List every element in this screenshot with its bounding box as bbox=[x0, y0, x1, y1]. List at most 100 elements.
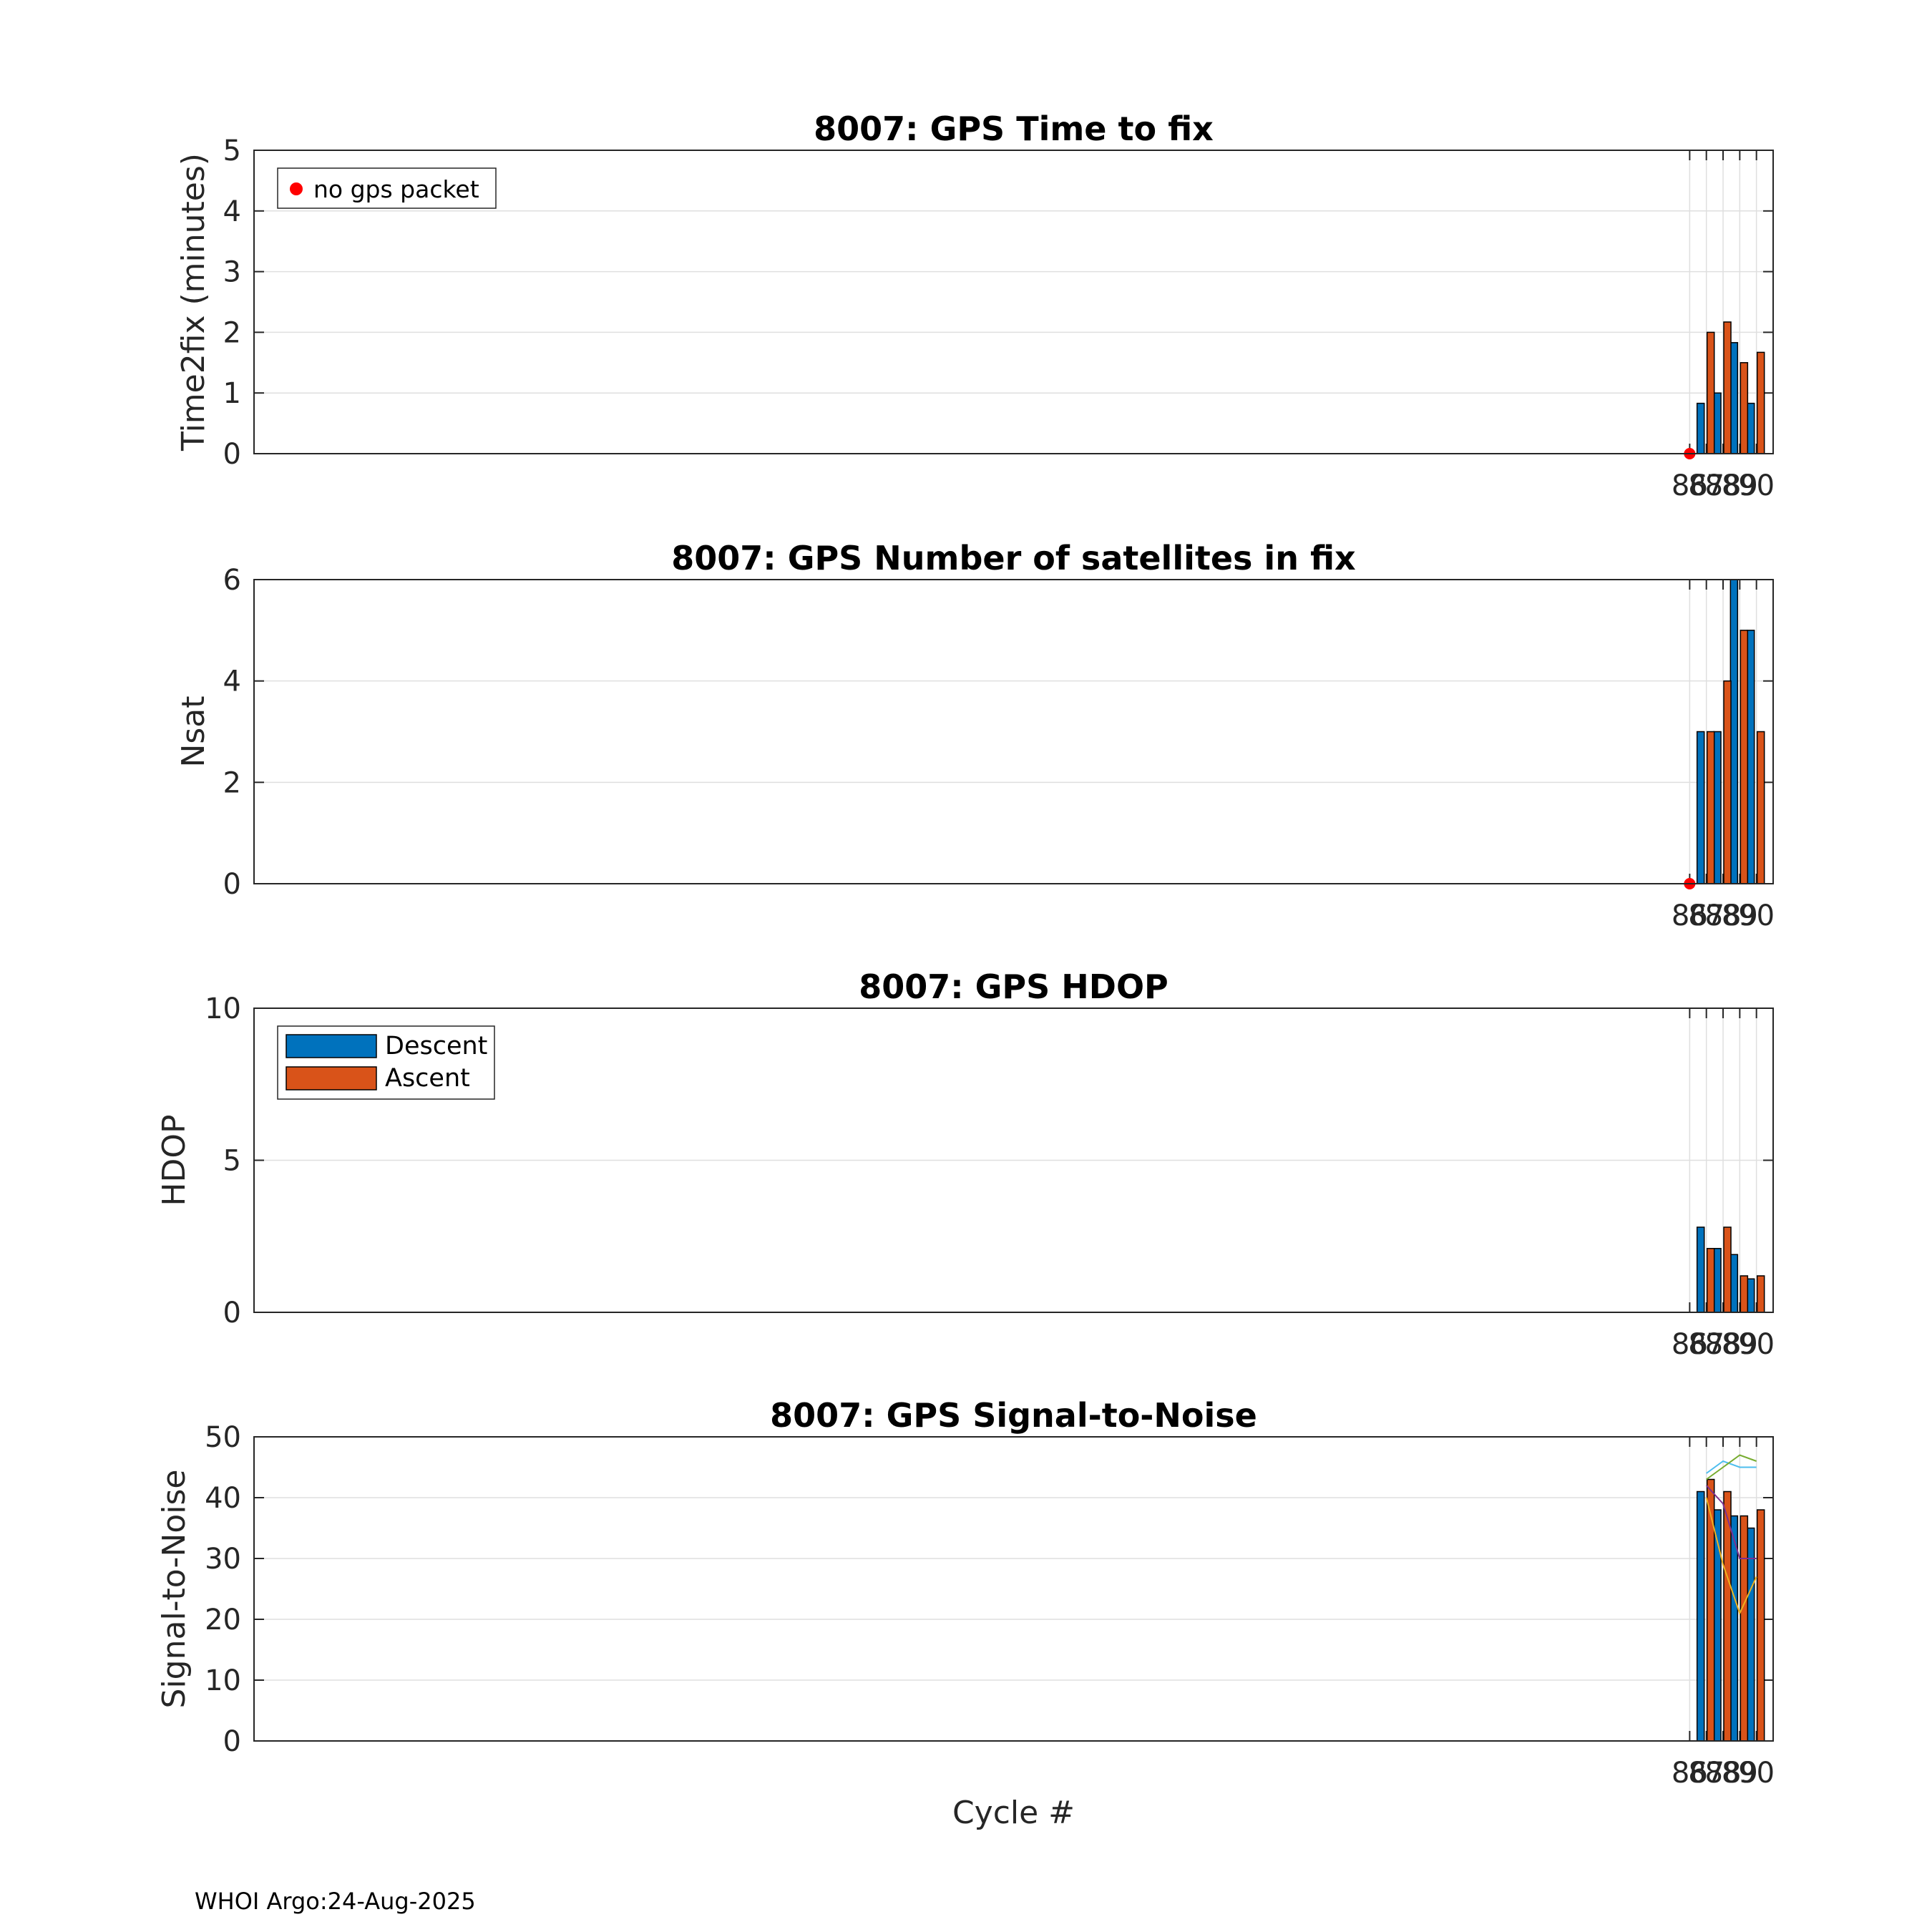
chart-title: 8007: GPS HDOP bbox=[859, 967, 1169, 1006]
bar-descent bbox=[1746, 1527, 1755, 1742]
y-axis-label: HDOP bbox=[156, 1114, 192, 1206]
x-tick-label: 90 bbox=[1738, 1757, 1775, 1790]
y-tick-label: 4 bbox=[223, 195, 241, 228]
bar-ascent bbox=[1706, 731, 1715, 884]
y-tick-label: 5 bbox=[223, 1145, 241, 1178]
legend-patch-ascent bbox=[286, 1066, 377, 1091]
bar-ascent bbox=[1706, 1478, 1715, 1742]
legend-patch-descent bbox=[286, 1034, 377, 1058]
bar-descent bbox=[1713, 392, 1722, 454]
bar-ascent bbox=[1723, 321, 1732, 454]
bar-ascent bbox=[1706, 1248, 1715, 1313]
x-tick-label: 89 bbox=[1722, 899, 1758, 932]
y-tick-label: 40 bbox=[205, 1482, 241, 1515]
bar-ascent bbox=[1756, 1275, 1765, 1313]
bar-descent bbox=[1746, 630, 1755, 884]
bar-descent bbox=[1713, 1248, 1722, 1313]
chart-title: 8007: GPS Number of satellites in fix bbox=[671, 539, 1355, 577]
y-tick-label: 5 bbox=[223, 135, 241, 167]
y-tick-label: 3 bbox=[223, 256, 241, 289]
x-tick-label: 87 bbox=[1688, 1328, 1724, 1361]
snr-line-1 bbox=[1706, 1460, 1757, 1474]
y-tick-label: 10 bbox=[205, 992, 241, 1025]
legend-box bbox=[277, 167, 497, 209]
bar-ascent bbox=[1723, 680, 1732, 884]
bar-ascent bbox=[1740, 362, 1749, 454]
legend-label: no gps packet bbox=[313, 175, 479, 203]
y-tick-label: 50 bbox=[205, 1421, 241, 1454]
bar-ascent bbox=[1756, 351, 1765, 454]
x-tick-label: 89 bbox=[1722, 1328, 1758, 1361]
y-tick-label: 10 bbox=[205, 1664, 241, 1697]
snr-line-2 bbox=[1706, 1454, 1757, 1480]
y-axis-label: Nsat bbox=[175, 696, 212, 767]
chart-title: 8007: GPS Signal-to-Noise bbox=[770, 1396, 1257, 1435]
bar-descent bbox=[1729, 342, 1739, 454]
bar-descent bbox=[1746, 1278, 1755, 1313]
legend: Descent Ascent bbox=[277, 1025, 495, 1100]
legend-marker bbox=[290, 182, 303, 195]
bar-ascent bbox=[1740, 630, 1749, 884]
y-tick-label: 0 bbox=[223, 868, 241, 901]
x-tick-label: 89 bbox=[1722, 469, 1758, 502]
chart-title: 8007: GPS Time to fix bbox=[814, 109, 1214, 148]
y-tick-label: 2 bbox=[223, 316, 241, 349]
x-tick-label: 87 bbox=[1688, 1757, 1724, 1790]
x-tick-label: 89 bbox=[1722, 1757, 1758, 1790]
legend-label: Descent bbox=[385, 1032, 487, 1060]
x-tick-label: 86 bbox=[1672, 899, 1708, 932]
y-tick-label: 20 bbox=[205, 1604, 241, 1636]
axes-box bbox=[253, 1436, 1774, 1742]
bar-descent bbox=[1696, 731, 1705, 884]
x-tick-label: 90 bbox=[1738, 469, 1775, 502]
y-tick-label: 1 bbox=[223, 377, 241, 410]
axes-box bbox=[253, 579, 1774, 884]
x-tick-label: 87 bbox=[1688, 469, 1724, 502]
y-tick-label: 0 bbox=[223, 1725, 241, 1758]
bar-descent bbox=[1696, 1491, 1705, 1742]
bar-ascent bbox=[1723, 1226, 1732, 1313]
x-axis-label: Cycle # bbox=[952, 1795, 1075, 1831]
bar-ascent bbox=[1706, 331, 1715, 454]
x-tick-label: 86 bbox=[1672, 469, 1708, 502]
x-tick-label: 86 bbox=[1672, 1757, 1708, 1790]
bar-ascent bbox=[1723, 1491, 1732, 1742]
y-tick-label: 2 bbox=[223, 766, 241, 799]
footer-text: WHOI Argo:24-Aug-2025 bbox=[195, 1888, 476, 1915]
snr-line-3 bbox=[1705, 1485, 1757, 1559]
y-axis-label: Time2fix (minutes) bbox=[175, 153, 212, 452]
bar-descent bbox=[1696, 402, 1705, 454]
x-tick-label: 87 bbox=[1688, 899, 1724, 932]
x-tick-label: 88 bbox=[1705, 469, 1742, 502]
x-tick-label: 88 bbox=[1705, 899, 1742, 932]
snr-line-4 bbox=[1705, 1497, 1757, 1616]
y-tick-label: 0 bbox=[223, 438, 241, 471]
x-tick-label: 88 bbox=[1705, 1757, 1742, 1790]
bar-ascent bbox=[1740, 1275, 1749, 1313]
y-tick-label: 0 bbox=[223, 1297, 241, 1330]
x-tick-label: 90 bbox=[1738, 1328, 1775, 1361]
bar-ascent bbox=[1740, 1515, 1749, 1742]
bar-descent bbox=[1696, 1226, 1705, 1313]
bar-descent bbox=[1713, 731, 1722, 884]
axes-box bbox=[253, 150, 1774, 454]
x-tick-label: 88 bbox=[1705, 1328, 1742, 1361]
y-tick-label: 4 bbox=[223, 665, 241, 698]
bar-descent bbox=[1729, 579, 1739, 884]
bar-descent bbox=[1746, 402, 1755, 454]
bar-ascent bbox=[1756, 731, 1765, 884]
y-axis-label: Signal-to-Noise bbox=[156, 1470, 192, 1709]
bar-ascent bbox=[1756, 1509, 1765, 1742]
axes-box bbox=[253, 1008, 1774, 1313]
x-tick-label: 90 bbox=[1738, 899, 1775, 932]
y-tick-label: 6 bbox=[223, 564, 241, 597]
y-tick-label: 30 bbox=[205, 1543, 241, 1576]
bar-descent bbox=[1729, 1254, 1739, 1313]
x-tick-label: 86 bbox=[1672, 1328, 1708, 1361]
legend: no gps packet bbox=[277, 167, 497, 209]
